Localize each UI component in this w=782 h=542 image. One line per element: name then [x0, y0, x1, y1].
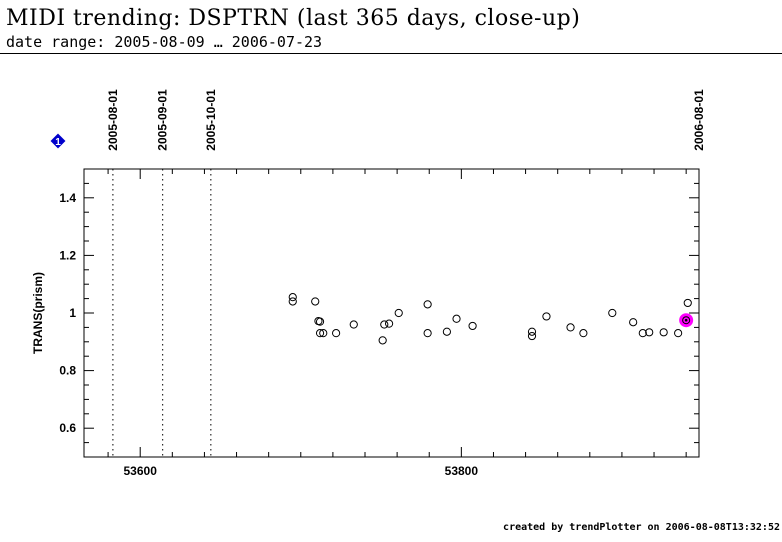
date-marker-label: 2005-08-01: [106, 89, 120, 151]
data-point: [527, 331, 537, 341]
data-point: [645, 328, 654, 337]
highlight-point-center: [684, 318, 688, 322]
date-marker-label: 2005-09-01: [156, 89, 170, 151]
data-point: [332, 329, 341, 338]
date-range-subtitle: date range: 2005-08-09 … 2006-07-23: [6, 33, 323, 51]
x-tick-label: 53800: [445, 464, 479, 478]
info-diamond-shape: [49, 132, 67, 150]
y-axis-label: TRANS(prism): [31, 272, 45, 354]
info-marker-label: 1: [55, 137, 61, 148]
data-point: [315, 329, 325, 338]
data-point: [683, 298, 692, 308]
plot-frame: [83, 168, 700, 458]
title-divider: [0, 53, 782, 54]
data-point: [674, 329, 683, 338]
data-point: [566, 323, 575, 332]
data-point: [315, 317, 325, 326]
data-point: [384, 319, 394, 328]
creation-footer: created by trendPlotter on 2006-08-08T13…: [503, 522, 780, 533]
data-point: [311, 297, 320, 306]
data-point: [349, 320, 358, 329]
data-point: [452, 314, 461, 323]
data-point: [542, 312, 551, 321]
y-tick-label: 0.8: [59, 364, 76, 378]
data-point: [423, 300, 432, 309]
data-point: [288, 293, 297, 302]
data-point: [394, 308, 403, 318]
data-point: [288, 297, 297, 306]
data-point: [423, 329, 432, 338]
data-point: [579, 329, 588, 338]
data-point: [378, 336, 387, 345]
date-marker-label: 2005-10-01: [204, 89, 218, 151]
blue-diamond-1-icon: 1: [49, 132, 67, 150]
data-point: [629, 318, 638, 327]
data-point: [659, 328, 668, 337]
y-tick-label: 1.4: [59, 191, 76, 205]
data-point: [319, 329, 328, 338]
page-title: MIDI trending: DSPTRN (last 365 days, cl…: [6, 6, 581, 31]
data-point: [468, 321, 477, 331]
y-tick-label: 0.6: [59, 421, 76, 435]
data-point: [442, 327, 451, 336]
x-tick-label: 53600: [124, 464, 158, 478]
y-tick-label: 1: [69, 306, 76, 320]
data-point: [608, 308, 617, 318]
data-point: [380, 320, 389, 329]
data-point: [527, 327, 537, 336]
data-point: [638, 329, 647, 338]
highlight-point-ring: [682, 316, 691, 325]
y-tick-label: 1.2: [59, 248, 76, 262]
date-marker-label: 2006-08-01: [692, 89, 706, 151]
